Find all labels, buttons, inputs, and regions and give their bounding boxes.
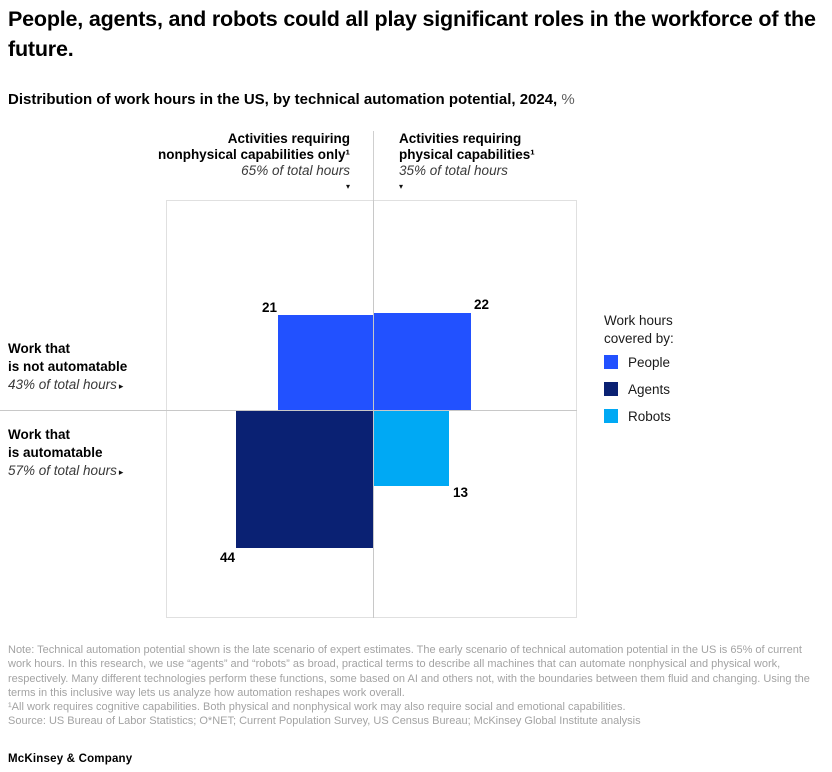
value-label-agents: 44: [219, 550, 235, 565]
triangle-down-icon: ▾: [345, 182, 350, 191]
value-label-people-nonphysical: 21: [261, 300, 277, 315]
column-header-physical-line2: physical capabilities¹: [399, 147, 535, 162]
triangle-right-icon: ▸: [118, 467, 124, 477]
note-text: Note: Technical automation potential sho…: [8, 644, 810, 699]
row-share-text: 57% of total hours: [8, 463, 117, 478]
row-label-not-automatable-line1: Work that: [8, 341, 71, 356]
footer-notes: Note: Technical automation potential sho…: [8, 643, 826, 729]
column-header-nonphysical: Activities requiring nonphysical capabil…: [158, 131, 350, 191]
square-people-physical: [374, 312, 472, 410]
triangle-down-icon: ▾: [399, 182, 404, 191]
row-share-automatable: 57% of total hours ▸: [8, 462, 123, 481]
chart-subtitle: Distribution of work hours in the US, by…: [8, 90, 575, 109]
legend: Work hours covered by: People Agents Rob…: [604, 312, 674, 436]
square-people-nonphysical: [278, 315, 373, 410]
source-text: Source: US Bureau of Labor Statistics; O…: [8, 715, 641, 728]
legend-entries: People Agents Robots: [604, 354, 674, 424]
legend-entry-agents: Agents: [604, 381, 674, 397]
center-horizontal-gridline: [0, 410, 577, 411]
row-label-not-automatable: Work that is not automatable 43% of tota…: [8, 340, 127, 395]
legend-title-line1: Work hours: [604, 313, 673, 328]
page-title: People, agents, and robots could all pla…: [8, 7, 816, 61]
column-header-nonphysical-line1: Activities requiring: [227, 131, 350, 146]
row-label-not-automatable-line2: is not automatable: [8, 359, 128, 374]
row-share-not-automatable: 43% of total hours ▸: [8, 376, 127, 395]
row-share-text: 43% of total hours: [8, 377, 117, 392]
column-share-physical: 35% of total hours: [399, 163, 508, 178]
header-divider-line: [373, 131, 374, 200]
chart-subtitle-text: Distribution of work hours in the US, by…: [8, 91, 558, 108]
column-header-physical: Activities requiring physical capabiliti…: [399, 131, 535, 191]
legend-title: Work hours covered by:: [604, 312, 674, 348]
row-label-automatable-line2: is automatable: [8, 445, 103, 460]
center-vertical-gridline: [373, 200, 374, 618]
legend-swatch-people: [604, 355, 618, 369]
square-agents: [235, 411, 373, 549]
triangle-right-icon: ▸: [118, 381, 124, 391]
value-label-robots: 13: [453, 485, 469, 500]
square-robots: [374, 411, 449, 486]
legend-label-robots: Robots: [628, 408, 671, 424]
row-label-automatable-line1: Work that: [8, 427, 71, 442]
value-label-people-physical: 22: [474, 297, 490, 312]
legend-swatch-robots: [604, 409, 618, 423]
column-header-nonphysical-line2: nonphysical capabilities only¹: [157, 147, 350, 162]
legend-label-agents: Agents: [628, 381, 671, 397]
row-label-automatable: Work that is automatable 57% of total ho…: [8, 426, 123, 481]
legend-label-people: People: [628, 354, 671, 370]
legend-entry-robots: Robots: [604, 408, 674, 424]
footnote-text: ¹All work requires cognitive capabilitie…: [8, 701, 626, 714]
legend-entry-people: People: [604, 354, 674, 370]
legend-swatch-agents: [604, 382, 618, 396]
brand-logo: McKinsey & Company: [8, 753, 133, 765]
legend-title-line2: covered by:: [604, 331, 674, 346]
chart-subtitle-unit: %: [561, 91, 575, 108]
column-header-physical-line1: Activities requiring: [399, 131, 522, 146]
column-share-nonphysical: 65% of total hours: [241, 163, 350, 178]
